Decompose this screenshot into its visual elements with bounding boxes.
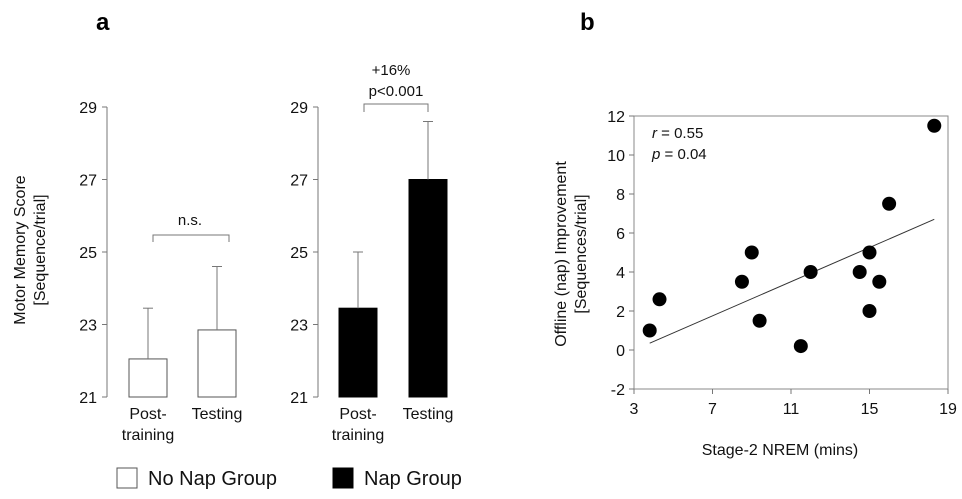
scatter-chart: Offline (nap) Improvement [Sequences/tri… <box>553 109 957 459</box>
chart3-xtick-label: 15 <box>861 401 879 418</box>
chart2-category-label: Post- <box>339 406 376 423</box>
chart2-category-label: training <box>332 427 384 444</box>
chart3-ytick-label: 10 <box>607 148 625 165</box>
chart3-p-stat: p = 0.04 <box>651 146 707 163</box>
chart3-xlabel: Stage-2 NREM (mins) <box>702 442 858 459</box>
legend-label-nap: Nap Group <box>364 468 462 490</box>
chart2-bar <box>338 307 378 398</box>
panel-label-a: a <box>96 9 110 36</box>
chart3-data-point <box>744 245 759 260</box>
chart3-ytick-label: 2 <box>616 304 625 321</box>
chart3-data-point <box>793 339 808 354</box>
chart2-category-label: Testing <box>403 406 454 423</box>
chart3-data-point <box>852 265 867 279</box>
chart3-data-point <box>734 274 749 289</box>
chart2-ytick-label: 23 <box>290 318 308 335</box>
chart3-ytick-label: -2 <box>611 382 625 399</box>
chart3-xtick-label: 19 <box>939 401 957 418</box>
chart1-category-label: training <box>122 427 174 444</box>
chart1-bar <box>197 329 237 398</box>
chart1-category-label: Testing <box>192 406 243 423</box>
chart3-ytick-label: 0 <box>616 343 625 360</box>
legend: No Nap Group Nap Group <box>116 467 462 490</box>
chart1-category-label: Post- <box>129 406 166 423</box>
chart1-bracket <box>152 234 230 242</box>
chart3-ytick-label: 8 <box>616 187 625 204</box>
chart3-ytick-label: 12 <box>607 109 625 126</box>
chart3-r-stat: r = 0.55 <box>652 125 703 142</box>
chart3-ylabel-line2: [Sequences/trial] <box>573 194 590 313</box>
chart1-ytick-label: 25 <box>79 245 97 262</box>
chart3-xtick-label: 7 <box>708 401 717 418</box>
chart3-data-point <box>882 196 897 211</box>
chart2-bracket <box>363 103 429 112</box>
chart2-annotation-line2: p<0.001 <box>369 83 424 100</box>
panel-label-b: b <box>580 9 595 36</box>
chart3-data-point <box>642 323 657 338</box>
chart1-ytick-label: 21 <box>79 390 97 407</box>
chart1-ytick-label: 27 <box>79 173 97 190</box>
chart2-ytick-label: 27 <box>290 173 308 190</box>
chart3-xtick-label: 11 <box>783 401 800 418</box>
legend-swatch-nap <box>332 467 354 489</box>
chart3-data-point <box>652 292 667 307</box>
chart1-ylabel-line1: Motor Memory Score <box>12 175 29 324</box>
chart3-data-point <box>752 313 767 328</box>
chart3-ytick-label: 6 <box>616 226 625 243</box>
chart1-bar <box>128 358 168 398</box>
chart3-ylabel-line1: Offline (nap) Improvement <box>553 161 570 347</box>
chart3-data-point <box>862 304 877 318</box>
chart2-ytick-label: 25 <box>290 245 308 262</box>
chart1-ylabel-line2: [Sequence/trial] <box>32 194 49 305</box>
chart3-data-point <box>872 274 887 289</box>
chart3-data-point <box>927 118 942 133</box>
chart2-annotation-line1: +16% <box>372 62 411 79</box>
chart3-data-point <box>862 245 877 260</box>
chart3-data-point <box>803 265 818 279</box>
chart3-xtick-label: 3 <box>630 401 639 418</box>
chart2-ytick-label: 21 <box>290 390 308 407</box>
legend-label-no-nap: No Nap Group <box>148 468 277 490</box>
chart2-bar <box>408 179 448 398</box>
chart1-ytick-label: 29 <box>79 100 97 117</box>
no-nap-bar-chart: Motor Memory Score [Sequence/trial] n.s.… <box>12 100 242 444</box>
nap-bar-chart: +16% p<0.001 21 23 25 27 29 Post-training Test… <box>290 62 453 444</box>
chart1-annotation: n.s. <box>178 212 202 229</box>
chart3-regression-line <box>649 218 935 344</box>
chart1-ytick-label: 23 <box>79 318 97 335</box>
chart2-ytick-label: 29 <box>290 100 308 117</box>
legend-swatch-no-nap <box>116 467 138 489</box>
chart3-ytick-label: 4 <box>616 265 625 282</box>
